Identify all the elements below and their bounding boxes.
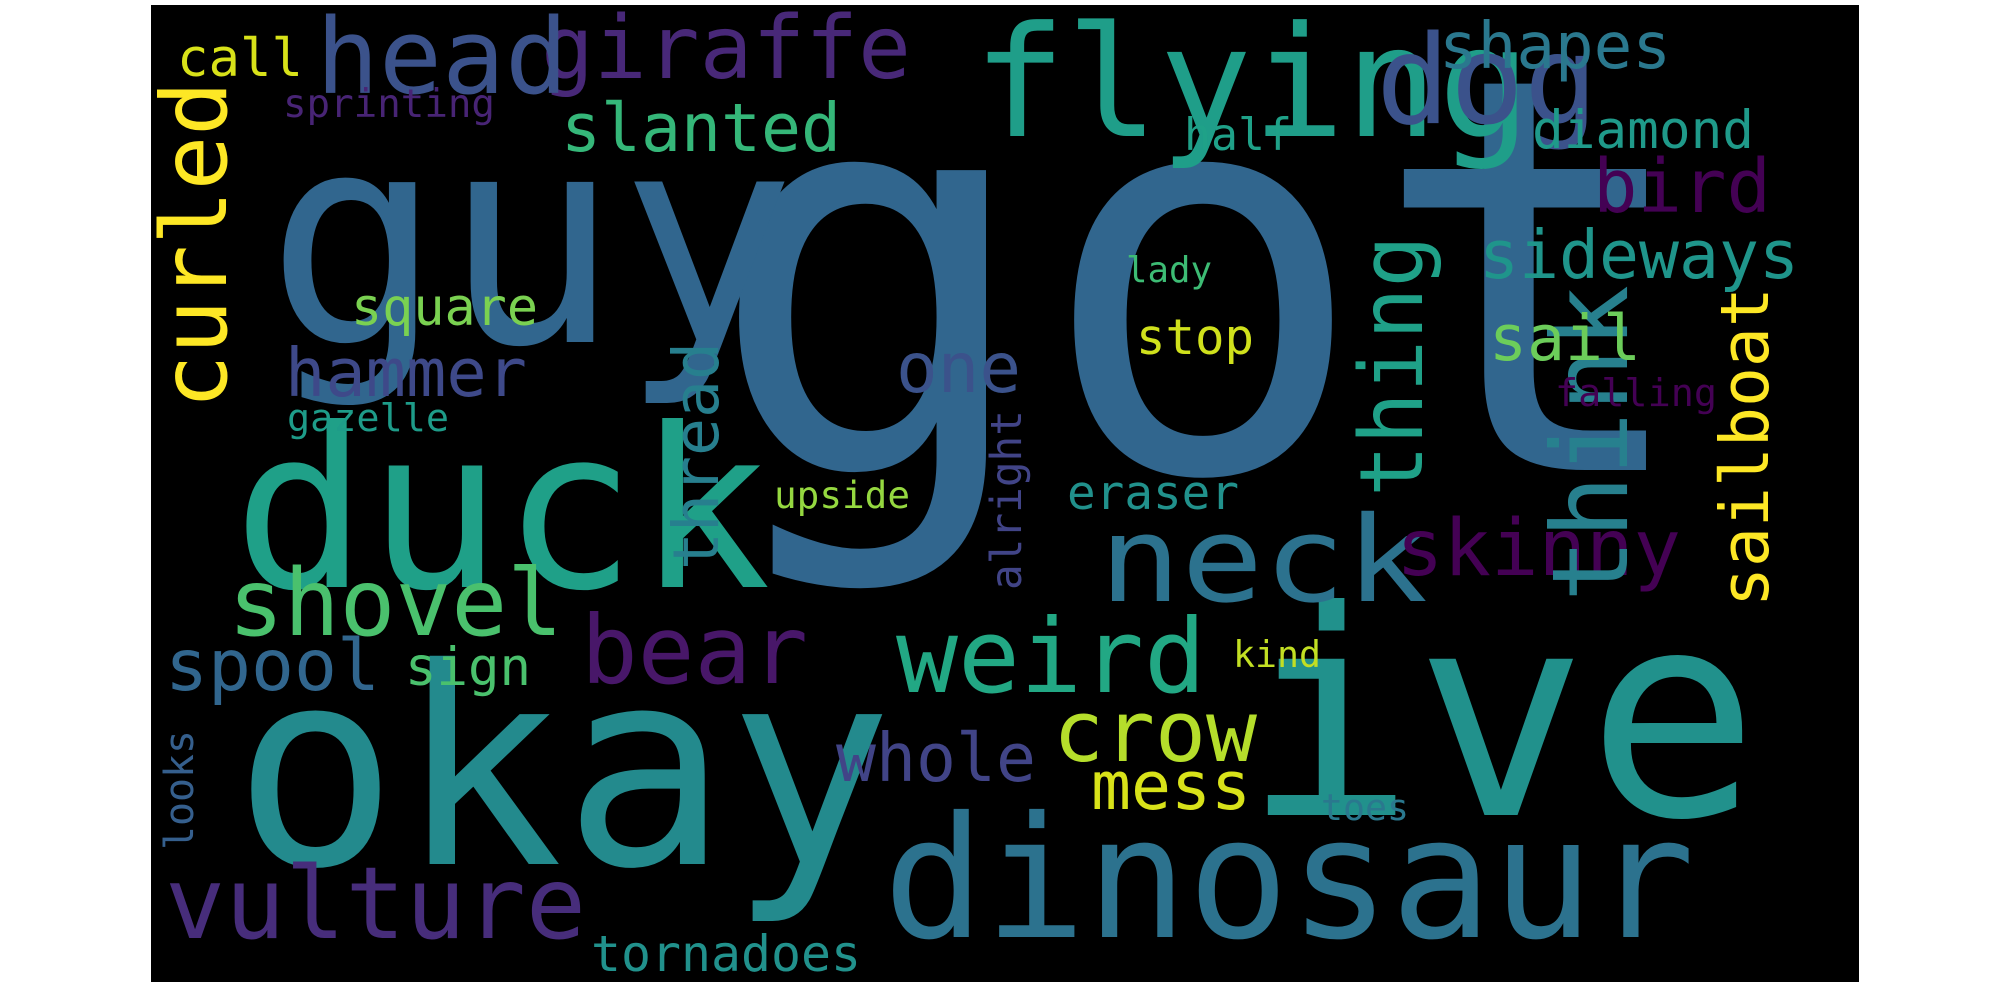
word-dinosaur: dinosaur (883, 781, 1695, 977)
word-whole: whole (836, 719, 1036, 797)
word-thread: thread (659, 342, 733, 570)
word-giraffe: giraffe (541, 5, 911, 99)
word-slanted: slanted (561, 89, 841, 167)
word-neck: neck (1099, 492, 1428, 630)
word-ive: ive (1243, 551, 1759, 883)
word-shapes: shapes (1439, 9, 1671, 84)
word-tornadoes: tornadoes (591, 925, 861, 982)
word-head: head (316, 5, 568, 118)
word-half: half (1184, 108, 1292, 161)
word-sailboat: sailboat (1706, 287, 1784, 607)
word-looks: looks (157, 730, 203, 850)
word-toes: toes (1321, 786, 1409, 829)
word-shovel: shovel (228, 549, 563, 657)
word-kind: kind (1233, 633, 1321, 676)
word-stop: stop (1136, 309, 1254, 366)
word-spool: spool (165, 624, 380, 707)
word-cloud: got ive guy okay duck dinosaur flying gi… (151, 5, 1859, 982)
word-skinny: skinny (1396, 502, 1681, 594)
word-crow: crow (1053, 682, 1257, 781)
word-weird: weird (896, 597, 1206, 717)
word-got: got (706, 5, 1700, 600)
word-one: one (896, 329, 1021, 409)
word-bird: bird (1593, 144, 1771, 230)
word-sail: sail (1489, 301, 1641, 375)
word-duck: duck (233, 381, 771, 640)
word-lady: lady (1126, 250, 1212, 291)
word-flying: flying (973, 5, 1531, 173)
word-sign: sign (405, 637, 531, 698)
word-mess: mess (1091, 747, 1251, 825)
word-alright: alright (982, 410, 1032, 590)
word-eraser: eraser (1067, 466, 1239, 521)
word-falling: falling (1555, 371, 1717, 416)
word-dog: dog (1376, 9, 1598, 152)
word-call: call (177, 28, 303, 89)
word-square: square (351, 278, 538, 338)
word-thing: thing (1341, 235, 1443, 497)
word-curled: curled (151, 81, 248, 409)
word-guy: guy (266, 71, 796, 412)
word-okay: okay (233, 610, 893, 929)
word-sprinting: sprinting (283, 82, 495, 127)
word-sideways: sideways (1479, 216, 1799, 294)
word-bear: bear (581, 597, 808, 706)
word-diamond: diamond (1532, 100, 1754, 161)
word-hammer: hammer (285, 334, 527, 412)
word-gazelle: gazelle (287, 396, 449, 441)
word-vulture: vulture (165, 845, 586, 962)
word-upside: upside (774, 473, 910, 517)
